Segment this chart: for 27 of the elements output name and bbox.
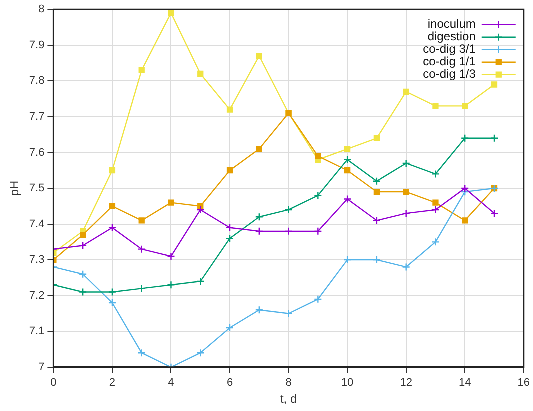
y-tick-label: 7.9: [29, 39, 45, 52]
x-tick-label: 6: [226, 377, 234, 390]
x-tick-label: 14: [458, 377, 472, 390]
x-tick-label: 12: [400, 377, 412, 390]
y-tick-label: 7.7: [29, 110, 45, 123]
y-tick-label: 7.8: [29, 75, 45, 88]
x-axis-title: t, d: [280, 392, 298, 406]
legend-label: co-dig 3/1: [423, 42, 476, 56]
y-tick-label: 7.3: [29, 254, 45, 266]
y-tick-label: 7.6: [29, 146, 45, 159]
x-tick-label: 2: [109, 377, 116, 390]
legend-label: co-dig 1/3: [423, 67, 476, 82]
y-tick-label: 8: [38, 4, 45, 16]
x-tick-label: 0: [50, 377, 57, 390]
x-tick-label: 16: [518, 377, 530, 390]
y-tick-label: 7.5: [29, 182, 45, 195]
legend-label: inoculum: [428, 17, 476, 32]
legend-label: digestion: [428, 30, 476, 44]
x-tick-label: 8: [286, 377, 292, 390]
y-axis-title: pH: [8, 180, 22, 196]
legend-label: co-dig 1/1: [423, 54, 476, 69]
y-tick-label: 7.2: [29, 290, 45, 302]
y-tick-label: 7.1: [29, 326, 45, 338]
y-tick-label: 7.4: [29, 218, 45, 230]
x-tick-label: 10: [341, 377, 354, 390]
x-tick-label: 4: [168, 377, 174, 390]
y-tick-label: 7: [38, 361, 45, 374]
